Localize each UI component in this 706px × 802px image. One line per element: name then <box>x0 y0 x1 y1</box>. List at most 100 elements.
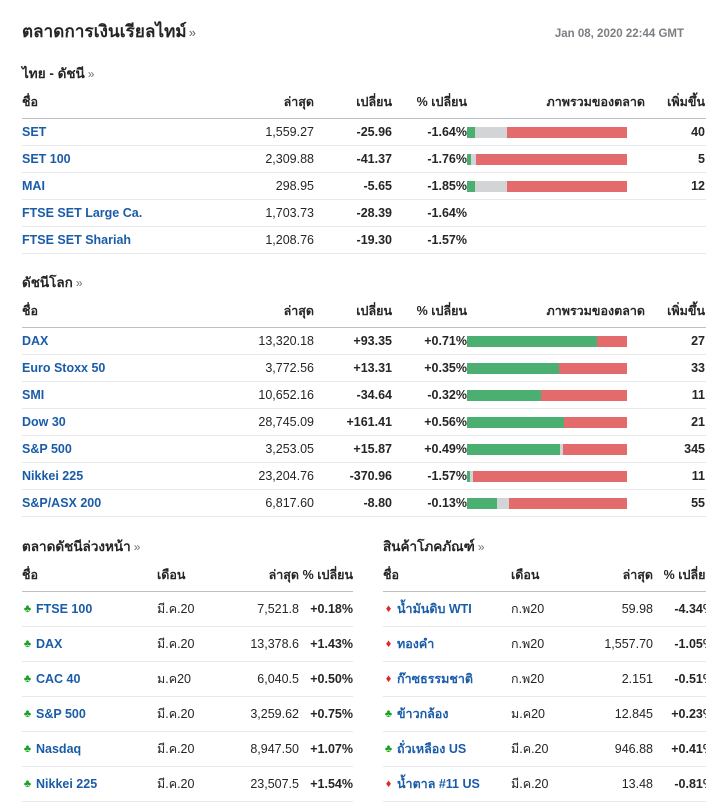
col-advance[interactable]: เพิ่มขึ้น <box>645 297 705 328</box>
col-name[interactable]: ชื่อ <box>22 88 222 119</box>
instrument-link[interactable]: น้ำมันดิบ WTI <box>397 602 472 616</box>
index-link[interactable]: SET <box>22 125 47 139</box>
instrument-link[interactable]: ถั่วเหลือง US <box>397 742 467 756</box>
section-heading-thai[interactable]: ไทย - ดัชนี» <box>22 62 684 84</box>
index-link[interactable]: FTSE SET Shariah <box>22 233 132 247</box>
section-heading-futures[interactable]: ตลาดดัชนีล่วงหน้า» <box>22 535 353 557</box>
instrument-link[interactable]: Nikkei 225 <box>36 777 98 791</box>
index-link[interactable]: Euro Stoxx 50 <box>22 361 106 375</box>
instrument-link[interactable]: น้ำตาล #11 US <box>397 777 480 791</box>
col-month[interactable]: เดือน <box>511 561 581 592</box>
table-row[interactable]: FTSE SET Shariah 1,208.76 -19.30 -1.57% <box>22 226 706 254</box>
col-last[interactable]: ล่าสุด <box>222 297 314 328</box>
col-change[interactable]: เปลี่ยน <box>314 297 392 328</box>
col-pct-change[interactable]: % เปลี่ยน <box>653 561 706 592</box>
index-link[interactable]: Dow 30 <box>22 415 66 429</box>
instrument-name-cell[interactable]: ♣ ข้าวกล้อง <box>383 696 511 732</box>
instrument-link[interactable]: DAX <box>36 637 63 651</box>
instrument-name-cell[interactable]: ♣ DAX <box>22 626 157 662</box>
col-advance[interactable]: เพิ่มขึ้น <box>645 88 705 119</box>
index-link[interactable]: SMI <box>22 388 45 402</box>
col-name[interactable]: ชื่อ <box>22 561 157 592</box>
page-title[interactable]: ตลาดการเงินเรียลไทม์» <box>22 18 196 45</box>
table-row[interactable]: ♣ DAX มี.ค.20 13,378.6 +1.43% <box>22 626 353 662</box>
section-heading-world[interactable]: ดัชนีโลก» <box>22 271 684 293</box>
col-month[interactable]: เดือน <box>157 561 229 592</box>
index-name-cell[interactable]: S&P 500 <box>22 435 222 463</box>
index-name-cell[interactable]: Nikkei 225 <box>22 462 222 490</box>
index-link[interactable]: Nikkei 225 <box>22 469 84 483</box>
table-row[interactable]: ♣ S&P 500 มี.ค.20 3,259.62 +0.75% <box>22 696 353 732</box>
col-market-overview[interactable]: ภาพรวมของตลาด <box>467 88 645 119</box>
instrument-name-cell[interactable]: ♦ น้ำตาล #11 US <box>383 766 511 802</box>
table-row[interactable]: ♣ Nasdaq มี.ค.20 8,947.50 +1.07% <box>22 731 353 767</box>
pct-change-cell: -1.64% <box>392 118 467 146</box>
col-pct-change[interactable]: % เปลี่ยน <box>299 561 353 592</box>
table-row[interactable]: FTSE SET Large Ca. 1,703.73 -28.39 -1.64% <box>22 199 706 227</box>
section-heading-commodities[interactable]: สินค้าโภคภัณฑ์» <box>383 535 706 557</box>
instrument-name-cell[interactable]: ♦ ก๊าซธรรมชาติ <box>383 661 511 697</box>
index-name-cell[interactable]: Euro Stoxx 50 <box>22 354 222 382</box>
instrument-name-cell[interactable]: ♣ CAC 40 <box>22 661 157 697</box>
col-pct-change[interactable]: % เปลี่ยน <box>392 297 467 328</box>
instrument-name-cell[interactable]: ♣ Nasdaq <box>22 731 157 767</box>
instrument-link[interactable]: ก๊าซธรรมชาติ <box>397 672 473 686</box>
index-name-cell[interactable]: FTSE SET Large Ca. <box>22 199 222 227</box>
index-name-cell[interactable]: Dow 30 <box>22 408 222 436</box>
index-link[interactable]: SET 100 <box>22 152 71 166</box>
instrument-name-cell[interactable]: ♦ ทองคำ <box>383 626 511 662</box>
index-name-cell[interactable]: SET <box>22 118 222 146</box>
index-link[interactable]: DAX <box>22 334 49 348</box>
index-link[interactable]: FTSE SET Large Ca. <box>22 206 143 220</box>
instrument-link[interactable]: S&P 500 <box>36 707 86 721</box>
col-pct-change[interactable]: % เปลี่ยน <box>392 88 467 119</box>
index-name-cell[interactable]: DAX <box>22 327 222 355</box>
col-last[interactable]: ล่าสุด <box>222 88 314 119</box>
instrument-name-cell[interactable]: ♣ Nikkei 225 <box>22 766 157 802</box>
index-name-cell[interactable]: MAI <box>22 172 222 200</box>
index-link[interactable]: S&P/ASX 200 <box>22 496 102 510</box>
instrument-link[interactable]: ทองคำ <box>397 637 435 651</box>
index-link[interactable]: S&P 500 <box>22 442 72 456</box>
index-link[interactable]: MAI <box>22 179 45 193</box>
instrument-link[interactable]: FTSE 100 <box>36 602 93 616</box>
col-name[interactable]: ชื่อ <box>383 561 511 592</box>
table-row[interactable]: ♣ CAC 40 ม.ค20 6,040.5 +0.50% <box>22 661 353 697</box>
instrument-link[interactable]: Nasdaq <box>36 742 82 756</box>
instrument-link[interactable]: CAC 40 <box>36 672 81 686</box>
col-name[interactable]: ชื่อ <box>22 297 222 328</box>
change-cell: -34.64 <box>314 381 392 409</box>
instrument-name-cell[interactable]: ♣ FTSE 100 <box>22 591 157 627</box>
col-market-overview[interactable]: ภาพรวมของตลาด <box>467 297 645 328</box>
instrument-name-cell[interactable]: ♣ ถั่วเหลือง US <box>383 731 511 767</box>
instrument-name-cell[interactable]: ♣ S&P 500 <box>22 696 157 732</box>
table-row[interactable]: ♣ FTSE 100 มี.ค.20 7,521.8 +0.18% <box>22 591 353 627</box>
col-last[interactable]: ล่าสุด <box>581 561 653 592</box>
col-last[interactable]: ล่าสุด <box>229 561 299 592</box>
instrument-name-cell[interactable]: ♦ น้ำมันดิบ WTI <box>383 591 511 627</box>
instrument-link[interactable]: ข้าวกล้อง <box>397 707 449 721</box>
col-change[interactable]: เปลี่ยน <box>314 88 392 119</box>
index-name-cell[interactable]: SET 100 <box>22 145 222 173</box>
pct-change-cell: +0.75% <box>299 696 353 732</box>
index-name-cell[interactable]: SMI <box>22 381 222 409</box>
index-name-cell[interactable]: FTSE SET Shariah <box>22 226 222 254</box>
table-row[interactable]: ♣ Nikkei 225 มี.ค.20 23,507.5 +1.54% <box>22 766 353 802</box>
table-row[interactable]: Euro Stoxx 503,772.56+13.31+0.35%3317 <box>22 354 706 382</box>
index-name-cell[interactable]: S&P/ASX 200 <box>22 489 222 517</box>
